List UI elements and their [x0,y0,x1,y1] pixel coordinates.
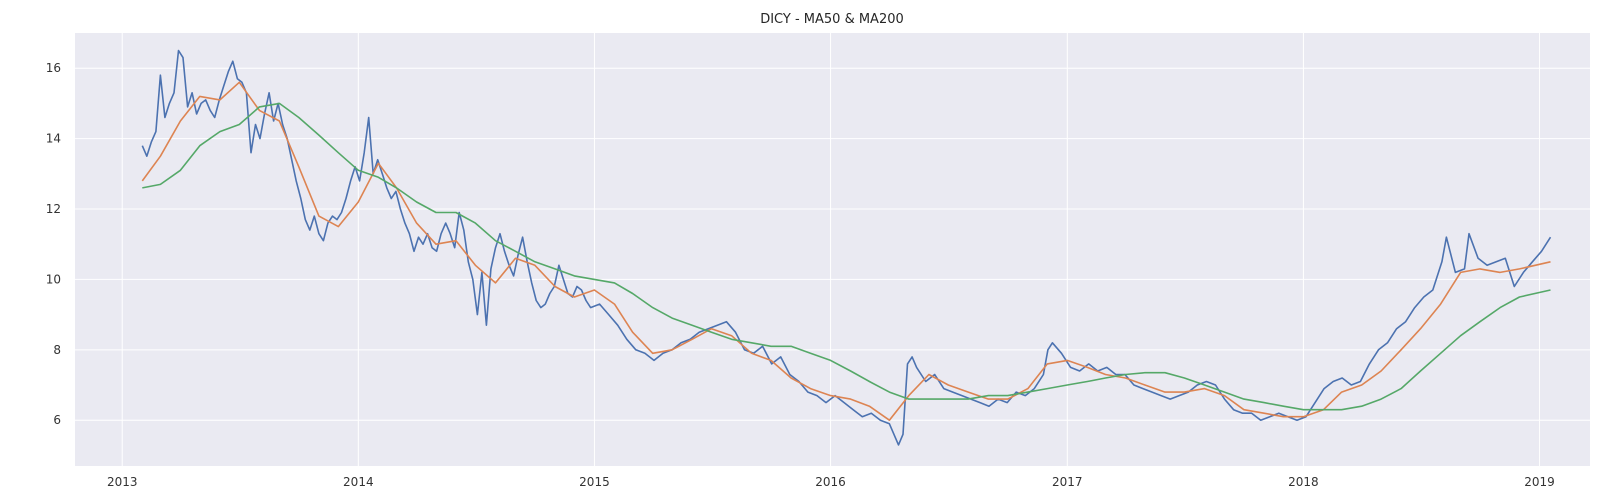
x-tick-label: 2019 [1524,475,1555,489]
price-series-line [141,49,1552,446]
y-tick-label: 12 [46,202,61,216]
x-tick-label: 2017 [1052,475,1083,489]
plot-background [75,33,1590,466]
grid-lines [75,33,1590,466]
chart-title: DICY - MA50 & MA200 [760,12,904,27]
y-tick-label: 16 [46,61,61,75]
ma200-series-line [142,102,1551,411]
x-tick-label: 2015 [579,475,610,489]
x-tick-label: 2018 [1288,475,1319,489]
y-tick-label: 10 [46,272,61,286]
y-tick-label: 8 [53,343,61,357]
y-tick-label: 6 [53,413,61,427]
tick-labels: 6 8 10 12 14 16 2013 2014 2015 2016 2017 2018 2019 [46,61,1555,489]
x-tick-label: 2016 [815,475,846,489]
x-tick-label: 2013 [107,475,138,489]
ma50-series-line [141,81,1551,422]
x-tick-label: 2014 [343,475,374,489]
series-layer [141,49,1552,446]
y-tick-label: 14 [46,132,61,146]
